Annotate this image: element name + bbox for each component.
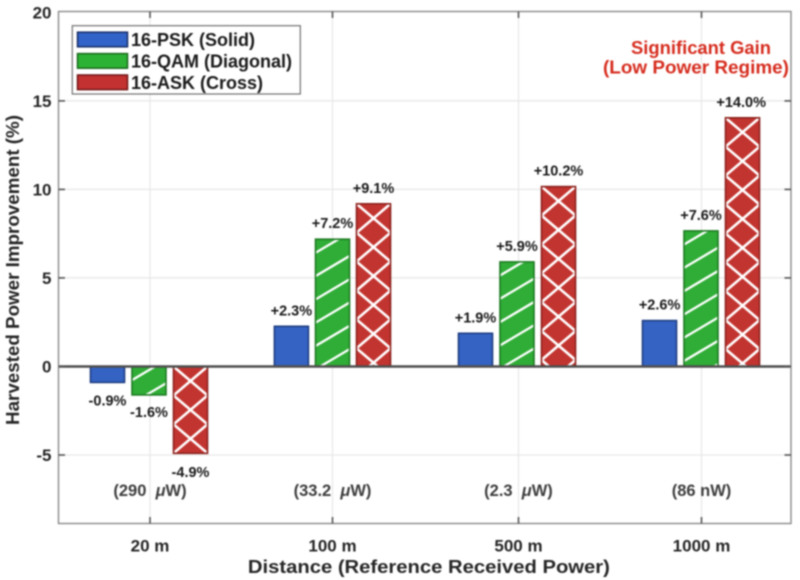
svg-text:-4.9%: -4.9% (172, 465, 210, 481)
svg-text:500 m: 500 m (494, 537, 542, 556)
svg-text:10: 10 (33, 181, 52, 200)
svg-text:+7.2%: +7.2% (312, 216, 354, 232)
svg-text:(2.3 μW): (2.3 μW) (484, 482, 553, 500)
svg-text:+9.1%: +9.1% (353, 181, 395, 197)
svg-text:(33.2 μW): (33.2 μW) (294, 482, 372, 500)
svg-text:-1.6%: -1.6% (130, 405, 168, 421)
svg-text:16-PSK (Solid): 16-PSK (Solid) (131, 30, 255, 50)
svg-text:20: 20 (33, 3, 52, 22)
svg-text:16-QAM (Diagonal): 16-QAM (Diagonal) (131, 52, 292, 72)
svg-text:Significant Gain: Significant Gain (631, 37, 771, 58)
svg-text:+1.9%: +1.9% (455, 310, 497, 326)
svg-text:(290 μW): (290 μW) (113, 482, 186, 500)
svg-text:+2.3%: +2.3% (271, 303, 313, 319)
svg-text:1000 m: 1000 m (673, 537, 731, 556)
svg-text:16-ASK (Cross): 16-ASK (Cross) (131, 73, 263, 93)
svg-text:+2.6%: +2.6% (639, 298, 681, 314)
svg-text:-5: -5 (36, 446, 51, 465)
svg-text:Distance (Reference Received P: Distance (Reference Received Power) (248, 557, 610, 577)
svg-text:0: 0 (42, 358, 51, 377)
svg-text:15: 15 (33, 92, 52, 111)
svg-text:(86 nW): (86 nW) (672, 482, 732, 500)
svg-text:+7.6%: +7.6% (680, 208, 722, 224)
svg-text:100 m: 100 m (308, 537, 356, 556)
svg-text:(Low Power Regime): (Low Power Regime) (603, 57, 789, 78)
svg-text:+5.9%: +5.9% (496, 239, 538, 255)
svg-text:+10.2%: +10.2% (534, 164, 584, 180)
svg-text:+14.0%: +14.0% (716, 95, 766, 111)
svg-text:-0.9%: -0.9% (89, 394, 127, 410)
svg-text:Harvested Power Improvement (%: Harvested Power Improvement (%) (2, 115, 23, 425)
svg-text:5: 5 (42, 269, 51, 288)
svg-text:20 m: 20 m (131, 537, 170, 556)
